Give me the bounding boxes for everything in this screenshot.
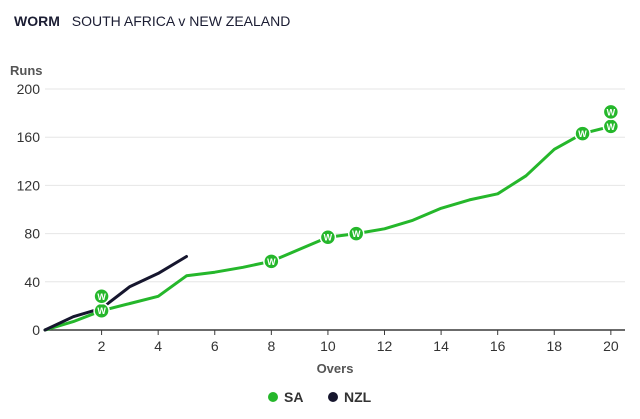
y-tick-label: 200	[17, 81, 41, 97]
wicket-marker-label: W	[607, 122, 616, 132]
wicket-marker	[602, 103, 620, 121]
y-tick-label: 80	[24, 226, 40, 242]
wicket-marker	[347, 225, 365, 242]
x-tick-label: 4	[154, 338, 162, 354]
x-tick-label: 16	[490, 338, 506, 354]
wicket-marker	[574, 125, 591, 142]
worm-label: WORM	[14, 13, 60, 29]
wicket-marker-label: W	[352, 229, 361, 239]
wicket-marker-label: W	[578, 129, 587, 139]
series-line-nzl	[43, 255, 188, 332]
y-tick-label: 40	[24, 274, 40, 290]
legend-marker-sa	[268, 392, 278, 402]
x-tick-label: 8	[267, 338, 275, 354]
x-tick-label: 20	[603, 338, 619, 354]
legend-label-sa: SA	[284, 389, 303, 405]
series-line-sa	[43, 124, 613, 332]
x-tick-label: 2	[98, 338, 106, 354]
chart-header: WORM SOUTH AFRICA v NEW ZEALAND	[14, 13, 290, 29]
legend-label-nzl: NZL	[344, 389, 372, 405]
x-tick-label: 6	[211, 338, 219, 354]
wicket-marker-label: W	[267, 257, 276, 267]
x-tick-label: 14	[433, 338, 449, 354]
x-tick-label: 12	[377, 338, 393, 354]
x-tick-label: 10	[320, 338, 336, 354]
wicket-marker-label: W	[324, 233, 333, 243]
wicket-marker	[263, 253, 280, 270]
legend-marker-nzl	[328, 392, 338, 402]
y-tick-label: 160	[17, 129, 41, 145]
match-title: SOUTH AFRICA v NEW ZEALAND	[71, 13, 291, 29]
wicket-marker-label: W	[97, 306, 106, 316]
wicket-marker	[319, 228, 337, 246]
y-tick-label: 0	[32, 322, 40, 338]
x-axis-label: Overs	[317, 361, 354, 376]
x-tick-label: 18	[546, 338, 562, 354]
wicket-marker-label: W	[97, 292, 106, 302]
wicket-marker-label: W	[607, 107, 616, 117]
y-axis-label: Runs	[10, 63, 43, 78]
y-tick-label: 120	[17, 177, 41, 193]
wicket-marker	[93, 288, 110, 305]
